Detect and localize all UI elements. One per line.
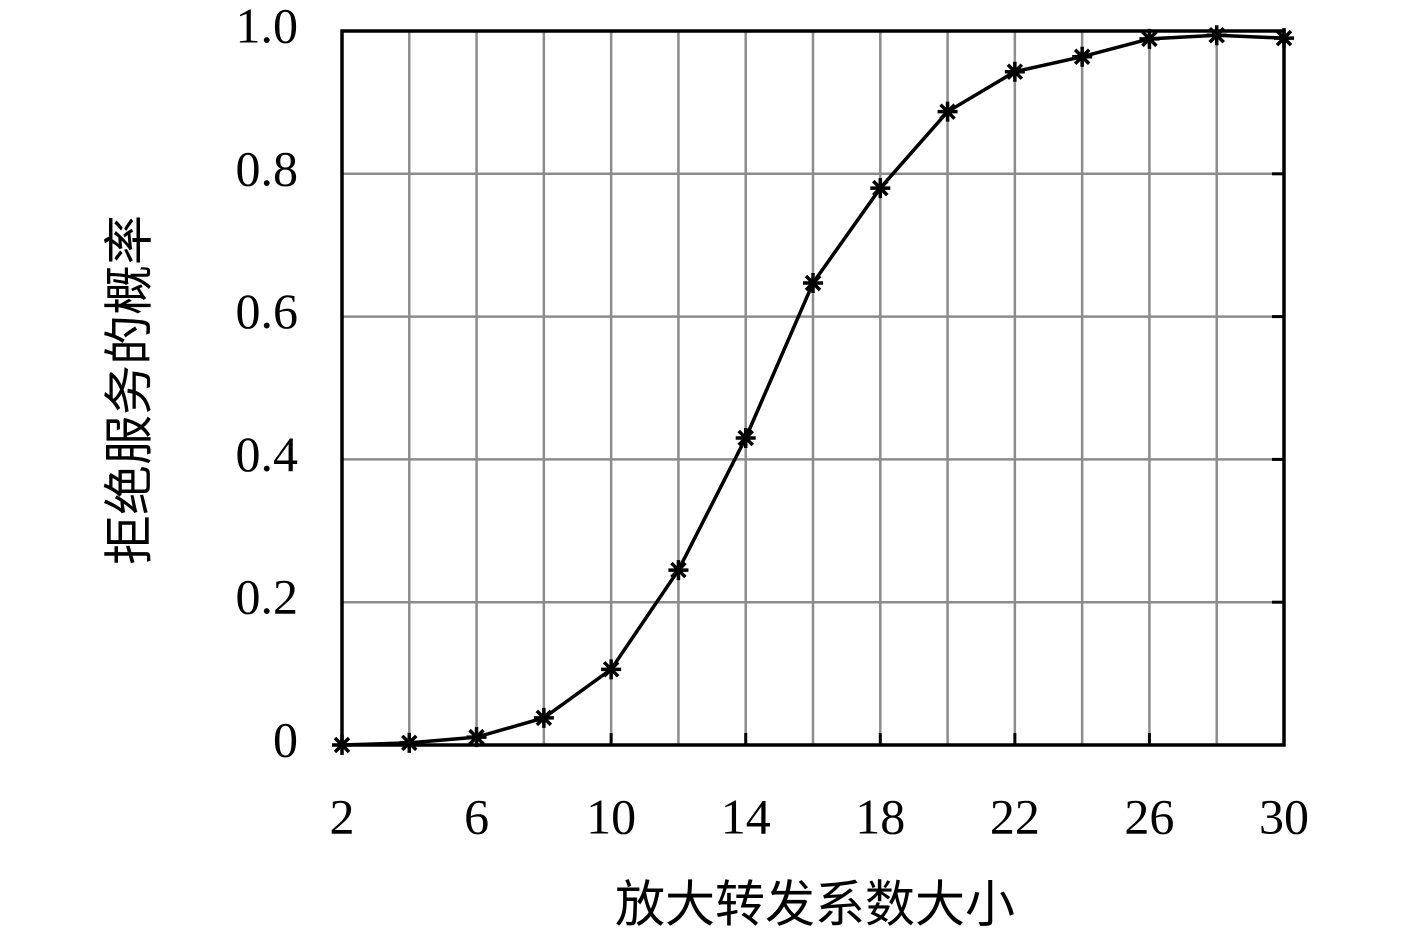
data-marker	[870, 178, 891, 199]
data-marker	[1072, 46, 1093, 67]
y-axis-label: 拒绝服务的概率	[101, 215, 157, 565]
x-tick-label: 18	[855, 788, 905, 844]
data-marker	[1274, 28, 1294, 49]
data-marker	[533, 707, 554, 728]
x-tick-label: 22	[990, 788, 1040, 844]
x-tick-label: 2	[330, 788, 355, 844]
y-tick-label: 1.0	[236, 0, 299, 53]
data-marker	[332, 735, 352, 755]
data-marker	[803, 273, 823, 294]
y-tick-label: 0	[273, 711, 298, 767]
data-marker	[601, 659, 622, 680]
x-tick-label: 6	[464, 788, 489, 844]
data-marker	[1004, 61, 1025, 82]
data-marker	[937, 101, 958, 122]
data-marker	[1206, 25, 1227, 46]
data-marker	[735, 427, 756, 448]
x-tick-label: 14	[721, 788, 771, 844]
data-marker	[399, 732, 420, 753]
x-tick-label: 30	[1259, 788, 1309, 844]
data-marker	[466, 727, 487, 748]
data-marker	[1139, 28, 1160, 49]
data-marker	[668, 560, 689, 581]
x-axis-label: 放大转发系数大小	[615, 876, 1015, 932]
x-tick-label: 10	[586, 788, 636, 844]
y-tick-label: 0.6	[236, 283, 299, 339]
y-tick-label: 0.2	[236, 569, 299, 625]
plot-frame	[340, 29, 1286, 747]
y-tick-label: 0.8	[236, 140, 299, 196]
y-tick-label: 0.4	[236, 426, 299, 482]
x-tick-label: 26	[1124, 788, 1174, 844]
